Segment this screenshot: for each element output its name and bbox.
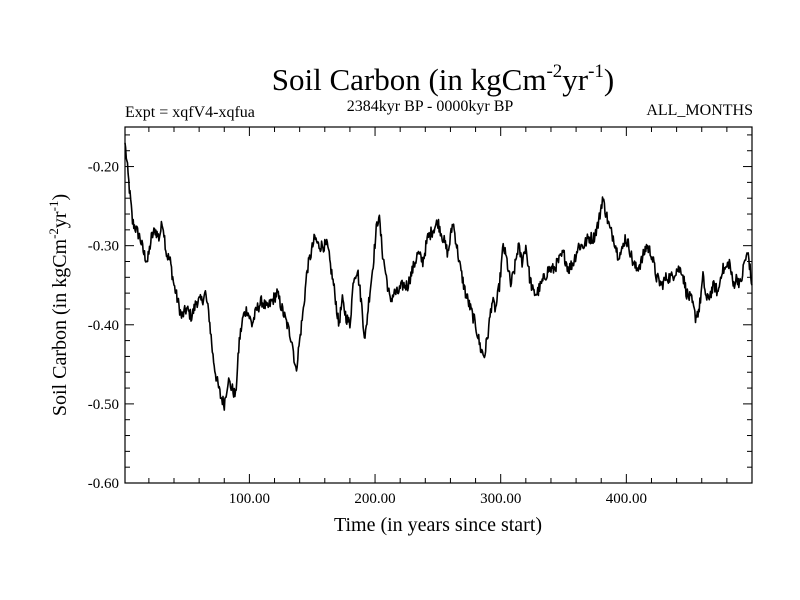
series-line-soil-carbon	[124, 142, 753, 411]
y-tick-label: -0.60	[88, 476, 119, 492]
chart-title-close: )	[604, 62, 614, 97]
chart-title-main: Soil Carbon (in kgCm	[272, 62, 547, 97]
subtitle-experiment: Expt = xqfV4-xqfua	[125, 104, 255, 121]
y-tick-label: -0.40	[88, 318, 119, 334]
chart-title-sup1: -2	[546, 61, 562, 82]
axes: 100.00 200.00 300.00 400.00 -0.60 -0.50 -0.40 -…	[88, 126, 753, 507]
y-tick-label: -0.50	[88, 397, 119, 413]
y-tick-label: -0.20	[88, 160, 119, 176]
x-tick-label: 300.00	[480, 491, 521, 507]
y-axis-label-main: Soil Carbon (in kgCm	[49, 238, 71, 416]
y-axis-label-close: )	[49, 194, 71, 201]
y-axis-label-mid: yr	[49, 211, 71, 228]
chart-title: Soil Carbon (in kgCm-2yr-1)	[272, 61, 615, 97]
x-tick-label: 400.00	[606, 491, 647, 507]
plot-frame	[124, 126, 753, 484]
y-axis-label: Soil Carbon (in kgCm-2yr-1)	[46, 194, 71, 416]
x-axis-label: Time (in years since start)	[334, 514, 542, 536]
y-tick-label: -0.30	[88, 239, 119, 255]
subtitle-time-range: 2384kyr BP - 0000kyr BP	[347, 98, 514, 115]
y-axis-label-sup1: -2	[46, 228, 61, 239]
y-axis-label-sup2: -1	[46, 201, 61, 212]
chart-title-mid: yr	[562, 62, 589, 97]
subtitle-months: ALL_MONTHS	[646, 102, 753, 119]
x-tick-label: 100.00	[229, 491, 270, 507]
chart-title-sup2: -1	[588, 61, 604, 82]
x-tick-label: 200.00	[354, 491, 395, 507]
